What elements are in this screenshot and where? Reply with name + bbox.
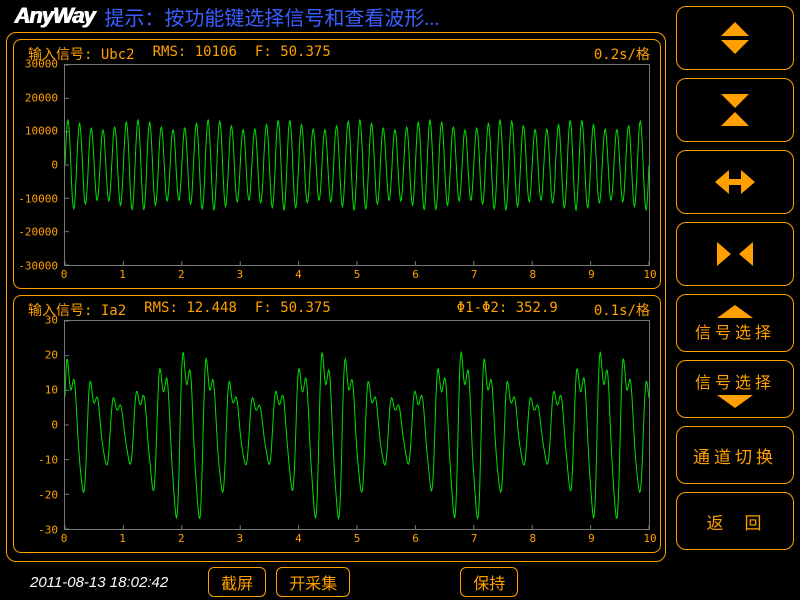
signal-select-down-button[interactable]: 信号选择 [676,360,794,418]
plot-area-1 [64,64,650,266]
logo: AnyWay [0,3,104,29]
f-label: F: 50.375 [255,44,331,64]
timestamp: 2011-08-13 18:02:42 [6,574,198,591]
x-axis: 012345678910 [64,268,650,286]
acquire-button[interactable]: 开采集 [276,567,350,597]
f-label: F: 50.375 [255,300,331,320]
screenshot-button[interactable]: 截屏 [208,567,266,597]
compress-horizontal-button[interactable] [676,222,794,286]
chart-2: 输入信号: Ia2 RMS: 12.448 F: 50.375 Φ1-Φ2: 3… [13,295,661,553]
time-div: 0.1s/格 [594,300,650,320]
compress-vertical-button[interactable] [676,78,794,142]
hold-button[interactable]: 保持 [460,567,518,597]
right-toolbar: 信号选择 信号选择 通道切换 返 回 [676,6,794,594]
main-frame: 输入信号: Ubc2 RMS: 10106 F: 50.375 0.2s/格 -… [6,32,666,562]
signal-select-up-button[interactable]: 信号选择 [676,294,794,352]
rms-label: RMS: 10106 [153,44,237,64]
y-axis: -30-20-100102030 [14,320,62,530]
x-axis: 012345678910 [64,532,650,550]
time-div: 0.2s/格 [594,44,650,64]
channel-switch-button[interactable]: 通道切换 [676,426,794,484]
phase-label: Φ1-Φ2: 352.9 [457,300,558,320]
y-axis: -30000-20000-100000100002000030000 [14,64,62,266]
back-button[interactable]: 返 回 [676,492,794,550]
plot-area-2 [64,320,650,530]
bottom-bar: 2011-08-13 18:02:42 截屏 开采集 保持 [6,566,666,598]
expand-vertical-button[interactable] [676,6,794,70]
rms-label: RMS: 12.448 [144,300,237,320]
expand-horizontal-button[interactable] [676,150,794,214]
chart-1: 输入信号: Ubc2 RMS: 10106 F: 50.375 0.2s/格 -… [13,39,661,289]
hint-text: 提示：按功能键选择信号和查看波形... [104,2,439,31]
